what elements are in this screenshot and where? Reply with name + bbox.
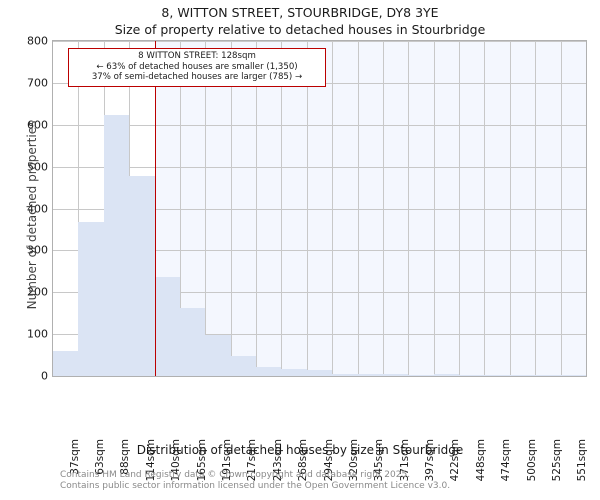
histogram-bar (535, 374, 561, 376)
gridline-vertical (306, 41, 308, 376)
gridline-vertical (484, 41, 486, 376)
histogram-bar (103, 115, 130, 376)
gridline-vertical (205, 41, 207, 376)
chart-title-block: 8, WITTON STREET, STOURBRIDGE, DY8 3YE S… (0, 4, 600, 38)
histogram-bar (459, 374, 485, 376)
histogram-bar (357, 374, 383, 376)
y-axis-tick-label: 100 (27, 327, 48, 341)
histogram-bar (154, 276, 180, 376)
histogram-bar (306, 370, 333, 376)
histogram-bar (484, 374, 510, 376)
gridline-horizontal (53, 41, 586, 42)
x-axis-ticks: 37sqm 63sqm 88sqm 114sqm 140sqm 165sqm 191sqm 2… (52, 379, 589, 481)
y-axis-tick-label: 800 (27, 34, 48, 48)
y-axis-tick-label: 300 (27, 243, 48, 257)
histogram-bar (408, 374, 434, 376)
gridline-vertical (509, 41, 511, 376)
gridline-horizontal (53, 124, 586, 126)
footer-attribution: Contains HM Land Registry data © Crown c… (60, 470, 580, 491)
property-annotation-box: 8 WITTON STREET: 128sqm ← 63% of detache… (68, 48, 326, 87)
property-marker-line (154, 41, 157, 376)
gridline-vertical (230, 41, 232, 376)
y-axis-tick-label: 200 (27, 285, 48, 299)
histogram-bar (509, 374, 536, 376)
y-axis-tick-label: 500 (27, 160, 48, 174)
gridline-horizontal (53, 250, 586, 252)
histogram-bar (179, 307, 206, 376)
y-axis-ticks: 0 100 200 300 400 500 600 700 800 (0, 35, 48, 383)
gridline-vertical (459, 41, 461, 376)
gridline-vertical (332, 41, 334, 376)
gridline-vertical (179, 41, 181, 376)
annotation-line-3: 37% of semi-detached houses are larger (… (91, 72, 303, 82)
gridline-vertical (560, 41, 562, 376)
y-axis-tick-label: 0 (41, 369, 48, 383)
gridline-horizontal (53, 292, 586, 294)
gridline-vertical (382, 41, 384, 376)
histogram-bar (129, 175, 155, 376)
gridline-vertical (256, 41, 258, 376)
y-axis-tick-label: 400 (27, 202, 48, 215)
gridline-vertical (535, 41, 537, 376)
histogram-bar (560, 374, 586, 376)
gridline-vertical (357, 41, 359, 376)
histogram-bar (281, 368, 307, 376)
histogram-bar (205, 335, 231, 376)
gridline-horizontal (53, 166, 586, 168)
histogram-bar (53, 350, 79, 376)
annotation-line-1: 8 WITTON STREET: 128sqm (138, 51, 256, 61)
chart-subtitle: Size of property relative to detached ho… (114, 22, 486, 37)
footer-line-1: Contains HM Land Registry data © Crown c… (60, 470, 411, 480)
gridline-horizontal (53, 208, 586, 210)
page-title: 8, WITTON STREET, STOURBRIDGE, DY8 3YE (161, 5, 439, 20)
histogram-bar (256, 367, 282, 376)
y-axis-tick-label: 600 (27, 118, 48, 132)
plot-area (52, 40, 587, 377)
gridline-horizontal (53, 334, 586, 336)
histogram-bar (433, 374, 460, 376)
annotation-line-2: ← 63% of detached houses are smaller (1,… (96, 61, 298, 72)
histogram-bar (382, 374, 409, 376)
gridline-vertical (281, 41, 283, 376)
histogram-bar (230, 355, 257, 376)
histogram-bar (78, 222, 104, 376)
y-axis-tick-label: 700 (27, 76, 48, 90)
footer-line-2: Contains public sector information licen… (60, 480, 451, 491)
histogram-bar (332, 373, 358, 376)
gridline-vertical (408, 41, 410, 376)
x-axis-label: Distribution of detached houses by size … (136, 443, 464, 457)
y-axis-label: Number of detached properties (25, 120, 39, 310)
gridline-vertical (433, 41, 435, 376)
gridline-vertical (78, 41, 80, 376)
